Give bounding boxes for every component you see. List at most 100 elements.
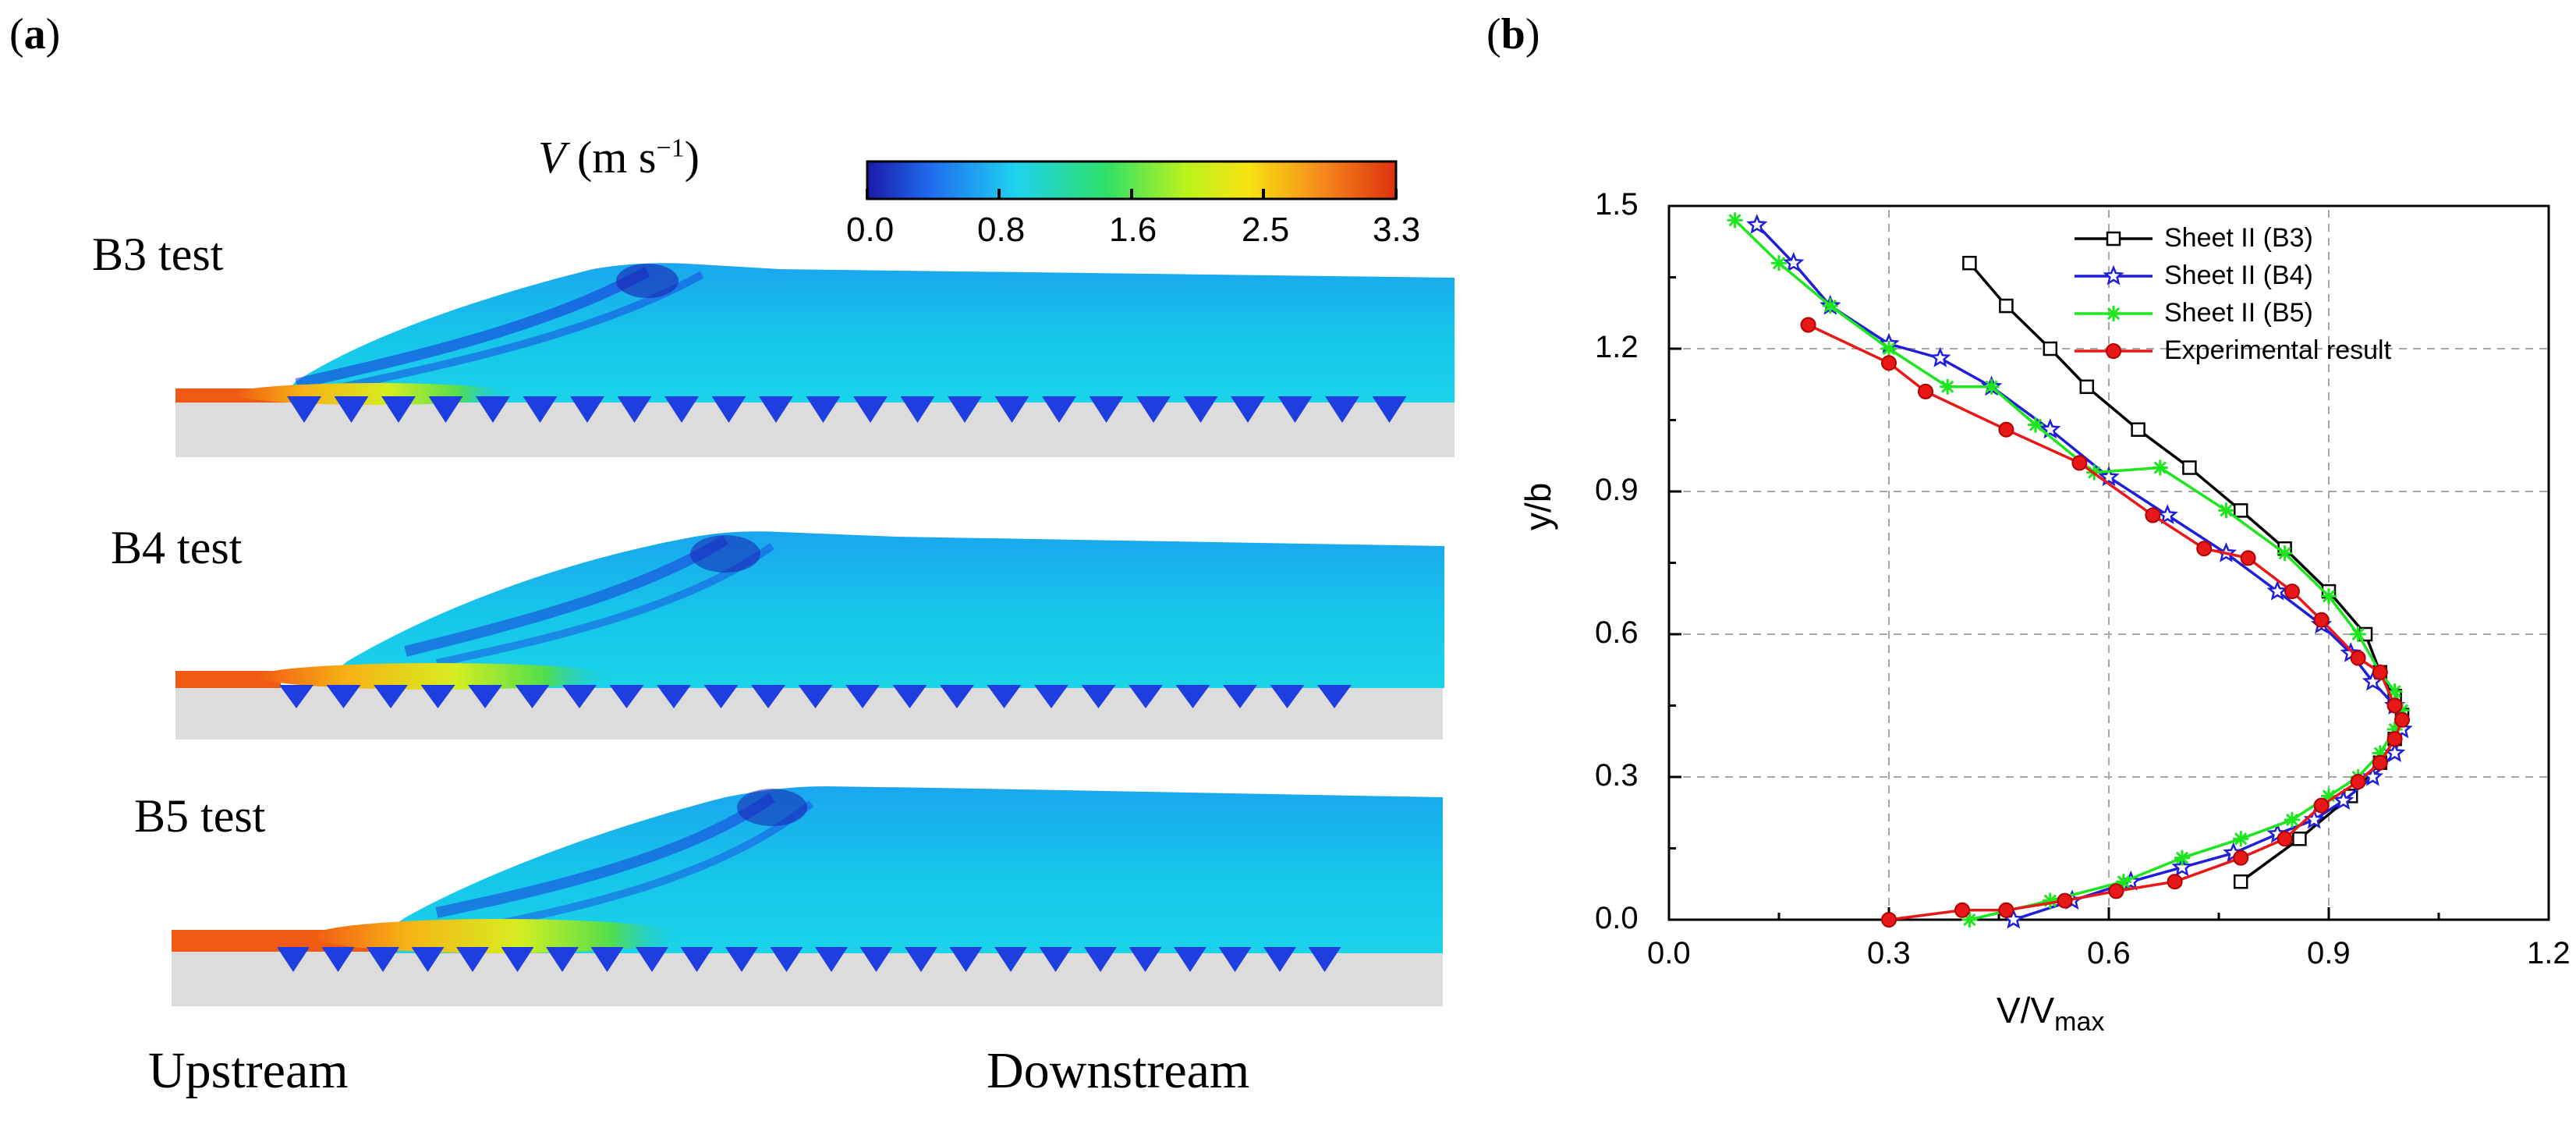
bed-cavity [590,947,624,972]
data-point-square [2043,341,2058,356]
downstream-label: Downstream [987,1042,1250,1099]
test-label-b5: B5 test [134,790,266,842]
data-point-circle [2167,874,2183,890]
water-body-b3 [289,263,1455,403]
data-point-circle [2233,850,2249,866]
bed-cavity [711,396,746,423]
data-point-square [1999,298,2014,314]
bed-cavity [1372,396,1407,423]
panel-a-label: (a) [9,10,61,59]
chart-series [1727,212,2413,929]
bed-cavity [703,685,739,708]
bed-cavity [994,947,1027,972]
bed-cavity [1223,685,1257,708]
data-point-asterisk [1823,299,1837,313]
data-point-circle [2394,711,2410,728]
data-point-circle [2284,584,2300,600]
data-point-asterisk [2153,461,2167,474]
bed-cavity [287,396,321,423]
data-point-star [1929,346,1951,367]
legend-label-b4: Sheet II (B4) [2164,261,2313,290]
shear-layer-b3 [295,266,650,389]
colorbar-variable: V [538,132,566,183]
shear-layer-b4 [404,535,728,657]
data-point-star [1746,214,1768,234]
bed-cavity [636,947,668,972]
bed-cavity [367,947,399,972]
data-point-circle [2313,797,2330,814]
bed-cavity [751,685,785,708]
bed-cavity [664,396,699,423]
data-point-circle [2277,831,2293,847]
bed-cavity [456,947,489,972]
bed-cavity [1039,947,1072,972]
data-point-asterisk [2220,504,2233,517]
bed-b5 [172,947,1443,1006]
bed-cavity [725,947,758,972]
data-point-asterisk [2285,813,2299,827]
water-body-b5 [394,786,1443,953]
data-point-circle [1881,912,1897,928]
bed-cavity [381,396,416,423]
colorbar-title: V (m s−1) [538,132,700,183]
bed-cavity [562,685,597,708]
data-point-star [2156,504,2178,525]
bed-cavity [1034,685,1068,708]
bed-cavity [940,685,974,708]
colorbar-tick-2: 1.6 [1109,211,1157,249]
bed-cavity [428,396,463,423]
bed-cavity [892,685,927,708]
data-point-asterisk [2322,590,2336,603]
data-point-asterisk [1941,380,1954,393]
bed-cavity [806,396,841,423]
bed-cavity [680,947,714,972]
bed-cavity [501,947,534,972]
flow-field-b4 [175,531,1444,740]
data-point-circle [2071,455,2088,471]
y-tick-label-3: 0.9 [1595,473,1639,507]
data-point-asterisk [1963,913,1976,927]
chart-legend [2075,231,2153,359]
x-axis-label-subscript: max [2054,1007,2105,1038]
x-tick-label-4: 1.2 [2527,936,2571,970]
bed-cavity [1317,685,1352,708]
data-point-circle [1881,355,1897,371]
bed-cavity [374,685,408,708]
series-line [1807,323,2404,921]
bed-cavity [1231,396,1265,423]
bed-cavity [321,947,355,972]
bed-cavity [334,396,369,423]
bed-cavity [1089,396,1124,423]
data-point-star [2103,264,2124,286]
bed-cavity [905,947,937,972]
bed-cavity [1263,947,1296,972]
bed-cavity [1129,947,1162,972]
legend-label-experimental: Experimental result [2164,335,2392,365]
data-point-asterisk [2029,418,2043,431]
panel-b-label: (b) [1486,10,1540,59]
bed-cavity [1174,947,1207,972]
bed-cavity [1218,947,1252,972]
bed-cavity [1183,396,1218,423]
bed-cavity [468,685,502,708]
data-point-circle [2372,754,2388,771]
bed-cavity [900,396,935,423]
bed-cavity [420,685,455,708]
data-point-circle [2350,774,2366,790]
panel-b-letter: b [1501,10,1525,59]
data-point-circle [1918,383,1933,399]
flow-field-b3 [175,263,1455,457]
bed-cavity [657,685,691,708]
bed-cavity [515,685,550,708]
bed-cavity [609,685,644,708]
data-point-square [2292,832,2307,846]
data-point-circle [2313,612,2330,628]
series-experimental-result [1800,317,2410,928]
legend-entry [2075,231,2153,247]
data-point-square [1962,255,1977,271]
data-point-circle [2372,664,2388,680]
data-point-circle [2106,343,2121,359]
bed-cavity [1325,396,1359,423]
bed-cavity [277,947,310,972]
bed-cavity [1175,685,1210,708]
